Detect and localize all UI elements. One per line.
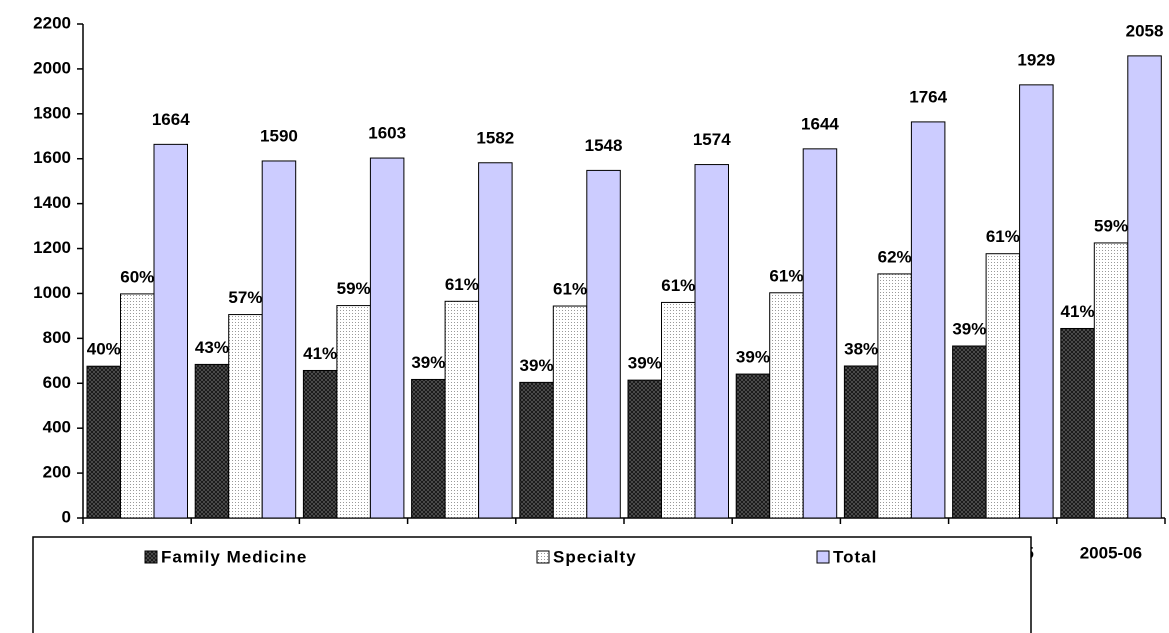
y-tick-label: 1200 (33, 238, 71, 257)
bar (1060, 327, 1095, 519)
bar (302, 369, 338, 519)
bar (1093, 242, 1129, 519)
y-tick-label: 2200 (33, 13, 71, 32)
data-label: 39% (628, 354, 662, 373)
bar (228, 314, 263, 519)
bar (261, 160, 297, 519)
data-label: 1574 (693, 130, 731, 149)
legend-box (32, 536, 1032, 633)
data-label: 41% (1061, 302, 1095, 321)
data-label: 61% (986, 227, 1020, 246)
data-label: 39% (736, 348, 770, 367)
data-label: 39% (411, 353, 445, 372)
bar (877, 273, 912, 519)
y-tick-label: 800 (43, 328, 71, 347)
data-label: 61% (445, 275, 479, 294)
bar (519, 381, 554, 519)
y-tick-label: 1800 (33, 103, 71, 122)
bar (735, 373, 771, 519)
bar (86, 365, 121, 519)
bar (952, 345, 987, 519)
y-tick-label: 400 (43, 418, 71, 437)
data-label: 60% (120, 267, 154, 286)
y-tick-label: 1000 (33, 283, 71, 302)
bar (910, 121, 946, 519)
bar (552, 305, 588, 519)
bar (120, 293, 155, 519)
legend-label: Specialty (553, 547, 637, 566)
bar (769, 292, 804, 519)
x-tick-label: 2005-06 (1080, 543, 1142, 562)
data-label: 61% (769, 266, 803, 285)
legend-swatch (536, 550, 550, 564)
data-label: 1644 (801, 114, 839, 133)
bar (478, 162, 513, 519)
data-label: 61% (661, 276, 695, 295)
legend-label: Total (833, 547, 877, 566)
y-tick-label: 0 (62, 507, 71, 526)
bar (369, 157, 405, 519)
data-label: 40% (87, 340, 121, 359)
bar (586, 169, 621, 519)
y-tick-label: 1600 (33, 148, 71, 167)
bar (843, 365, 879, 519)
y-tick-label: 600 (43, 373, 71, 392)
legend-swatch (144, 550, 158, 564)
y-tick-label: 2000 (33, 58, 71, 77)
data-label: 39% (952, 319, 986, 338)
data-label: 59% (1094, 216, 1128, 235)
bar (194, 363, 230, 519)
data-label: 39% (520, 356, 554, 375)
data-label: 1664 (152, 110, 190, 129)
y-tick-label: 1400 (33, 193, 71, 212)
data-label: 2058 (1126, 21, 1164, 40)
bar (444, 300, 480, 519)
data-label: 62% (878, 247, 912, 266)
bar (694, 164, 729, 519)
bar (627, 379, 662, 519)
data-label: 1764 (909, 87, 947, 106)
bar (1127, 55, 1162, 519)
bar (411, 378, 446, 519)
data-label: 1590 (260, 126, 298, 145)
bar (985, 253, 1021, 519)
bar (661, 301, 696, 519)
data-label: 43% (195, 338, 229, 357)
data-label: 38% (844, 339, 878, 358)
bar (153, 143, 188, 519)
data-label: 57% (228, 288, 262, 307)
data-label: 59% (337, 279, 371, 298)
data-label: 1582 (476, 128, 514, 147)
legend-swatch (816, 550, 830, 564)
bar (1019, 84, 1054, 519)
data-label: 1603 (368, 124, 406, 143)
data-label: 61% (553, 280, 587, 299)
data-label: 1929 (1017, 50, 1055, 69)
y-tick-label: 200 (43, 463, 71, 482)
legend-label: Family Medicine (161, 547, 307, 566)
bar (336, 305, 371, 519)
data-label: 1548 (585, 136, 623, 155)
data-label: 41% (303, 344, 337, 363)
bar (802, 148, 838, 519)
